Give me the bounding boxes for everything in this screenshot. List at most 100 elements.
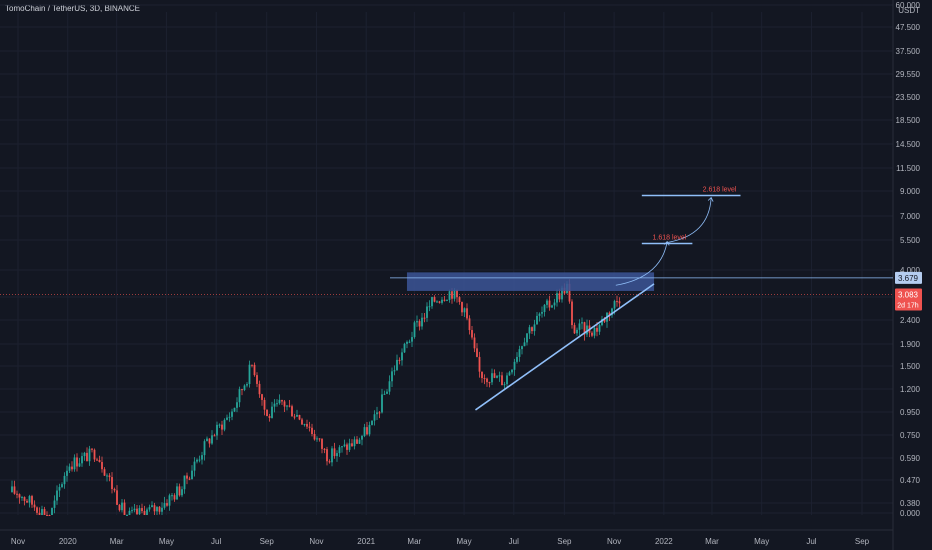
candle-body — [351, 443, 353, 447]
candle-body — [551, 305, 553, 308]
chart-title: TomoChain / TetherUS, 3D, BINANCE — [5, 4, 141, 13]
candle-body — [33, 504, 36, 508]
candle-body — [328, 461, 331, 463]
price-tick-label: 0.000 — [900, 509, 921, 518]
candle-body — [206, 438, 208, 442]
candle-body — [133, 508, 136, 511]
candle-body — [18, 494, 21, 498]
candle-body — [353, 439, 356, 447]
candle-body — [128, 510, 131, 515]
candle-body — [386, 391, 388, 394]
candle-body — [233, 407, 236, 412]
candle-body — [298, 414, 301, 420]
candle-body — [426, 306, 428, 318]
candle-body — [596, 327, 598, 332]
candle-body — [121, 502, 123, 511]
candle-body — [533, 324, 536, 332]
candle-body — [223, 419, 226, 430]
candle-body — [308, 426, 311, 428]
candle-body — [293, 416, 296, 418]
candle-body — [513, 361, 516, 370]
candle-body — [13, 486, 16, 494]
candle-body — [83, 452, 86, 457]
candle-body — [118, 504, 121, 511]
candle-body — [61, 484, 63, 488]
time-tick-label: Mar — [407, 537, 421, 546]
time-tick-label: 2020 — [59, 537, 77, 546]
candle-body — [151, 505, 153, 508]
time-tick-label: May — [159, 537, 174, 546]
candle-body — [383, 393, 386, 395]
candle-body — [51, 507, 53, 515]
candle-body — [153, 505, 156, 512]
candles — [11, 279, 621, 516]
candle-body — [616, 301, 618, 303]
price-tick-label: 1.200 — [900, 385, 921, 394]
candle-body — [191, 470, 193, 480]
price-tick-label: 7.000 — [900, 212, 921, 221]
candle-body — [443, 299, 446, 301]
candle-body — [131, 510, 133, 512]
candle-body — [366, 427, 368, 435]
candle-body — [43, 509, 46, 515]
candle-body — [268, 416, 271, 418]
candle-body — [423, 317, 426, 319]
candle-body — [341, 446, 343, 448]
candle-body — [161, 507, 163, 512]
candle-body — [28, 496, 31, 503]
candle-body — [381, 394, 383, 413]
time-tick-label: Nov — [607, 537, 621, 546]
candle-body — [346, 444, 348, 450]
candle-body — [548, 300, 551, 308]
candle-body — [438, 301, 441, 303]
candle-body — [146, 509, 148, 515]
candle-body — [73, 457, 76, 470]
candle-body — [36, 507, 38, 513]
candle-body — [241, 389, 243, 391]
candle-body — [96, 459, 98, 461]
candle-body — [303, 424, 306, 426]
candle-body — [468, 318, 471, 331]
price-tick-label: 0.590 — [900, 454, 921, 463]
time-axis[interactable]: Nov 2020 Mar May Jul Sep Nov 2021 Mar May Jul Sep No… — [11, 537, 870, 546]
time-tick-label: Sep — [855, 537, 870, 546]
candle-body — [508, 372, 511, 376]
candle-body — [401, 352, 403, 361]
price-tick-label: 0.750 — [900, 431, 921, 440]
time-tick-label: Nov — [11, 537, 25, 546]
candle-body — [48, 515, 51, 516]
price-axis[interactable]: USDT 60.000 47.500 37.500 29.550 23.500 18.50… — [896, 1, 921, 518]
candle-body — [363, 427, 366, 436]
time-tick-label: Sep — [557, 537, 572, 546]
candle-body — [216, 424, 218, 436]
resistance-zone — [406, 272, 655, 291]
candle-body — [243, 385, 246, 390]
price-tick-label: 47.500 — [896, 23, 921, 32]
candle-body — [431, 297, 433, 307]
candle-body — [301, 419, 303, 425]
candle-body — [181, 489, 183, 496]
candle-body — [258, 383, 261, 395]
time-tick-label: 2022 — [655, 537, 673, 546]
candle-body — [106, 475, 108, 477]
candle-body — [66, 470, 68, 476]
candle-body — [421, 317, 423, 327]
candle-body — [68, 466, 71, 471]
candle-body — [271, 406, 273, 418]
candle-body — [376, 412, 378, 415]
candle-body — [281, 399, 283, 402]
candle-body — [428, 306, 431, 308]
candle-body — [418, 321, 421, 327]
candle-body — [263, 399, 266, 410]
candle-body — [511, 369, 513, 373]
candle-body — [248, 364, 251, 385]
candle-body — [78, 463, 81, 467]
candle-body — [148, 507, 151, 510]
fib-2618-label: 2.618 level — [703, 187, 737, 194]
candle-body — [171, 495, 173, 497]
candle-body — [211, 435, 213, 444]
candle-body — [478, 356, 481, 372]
candle-body — [123, 502, 126, 515]
candle-body — [416, 321, 418, 323]
